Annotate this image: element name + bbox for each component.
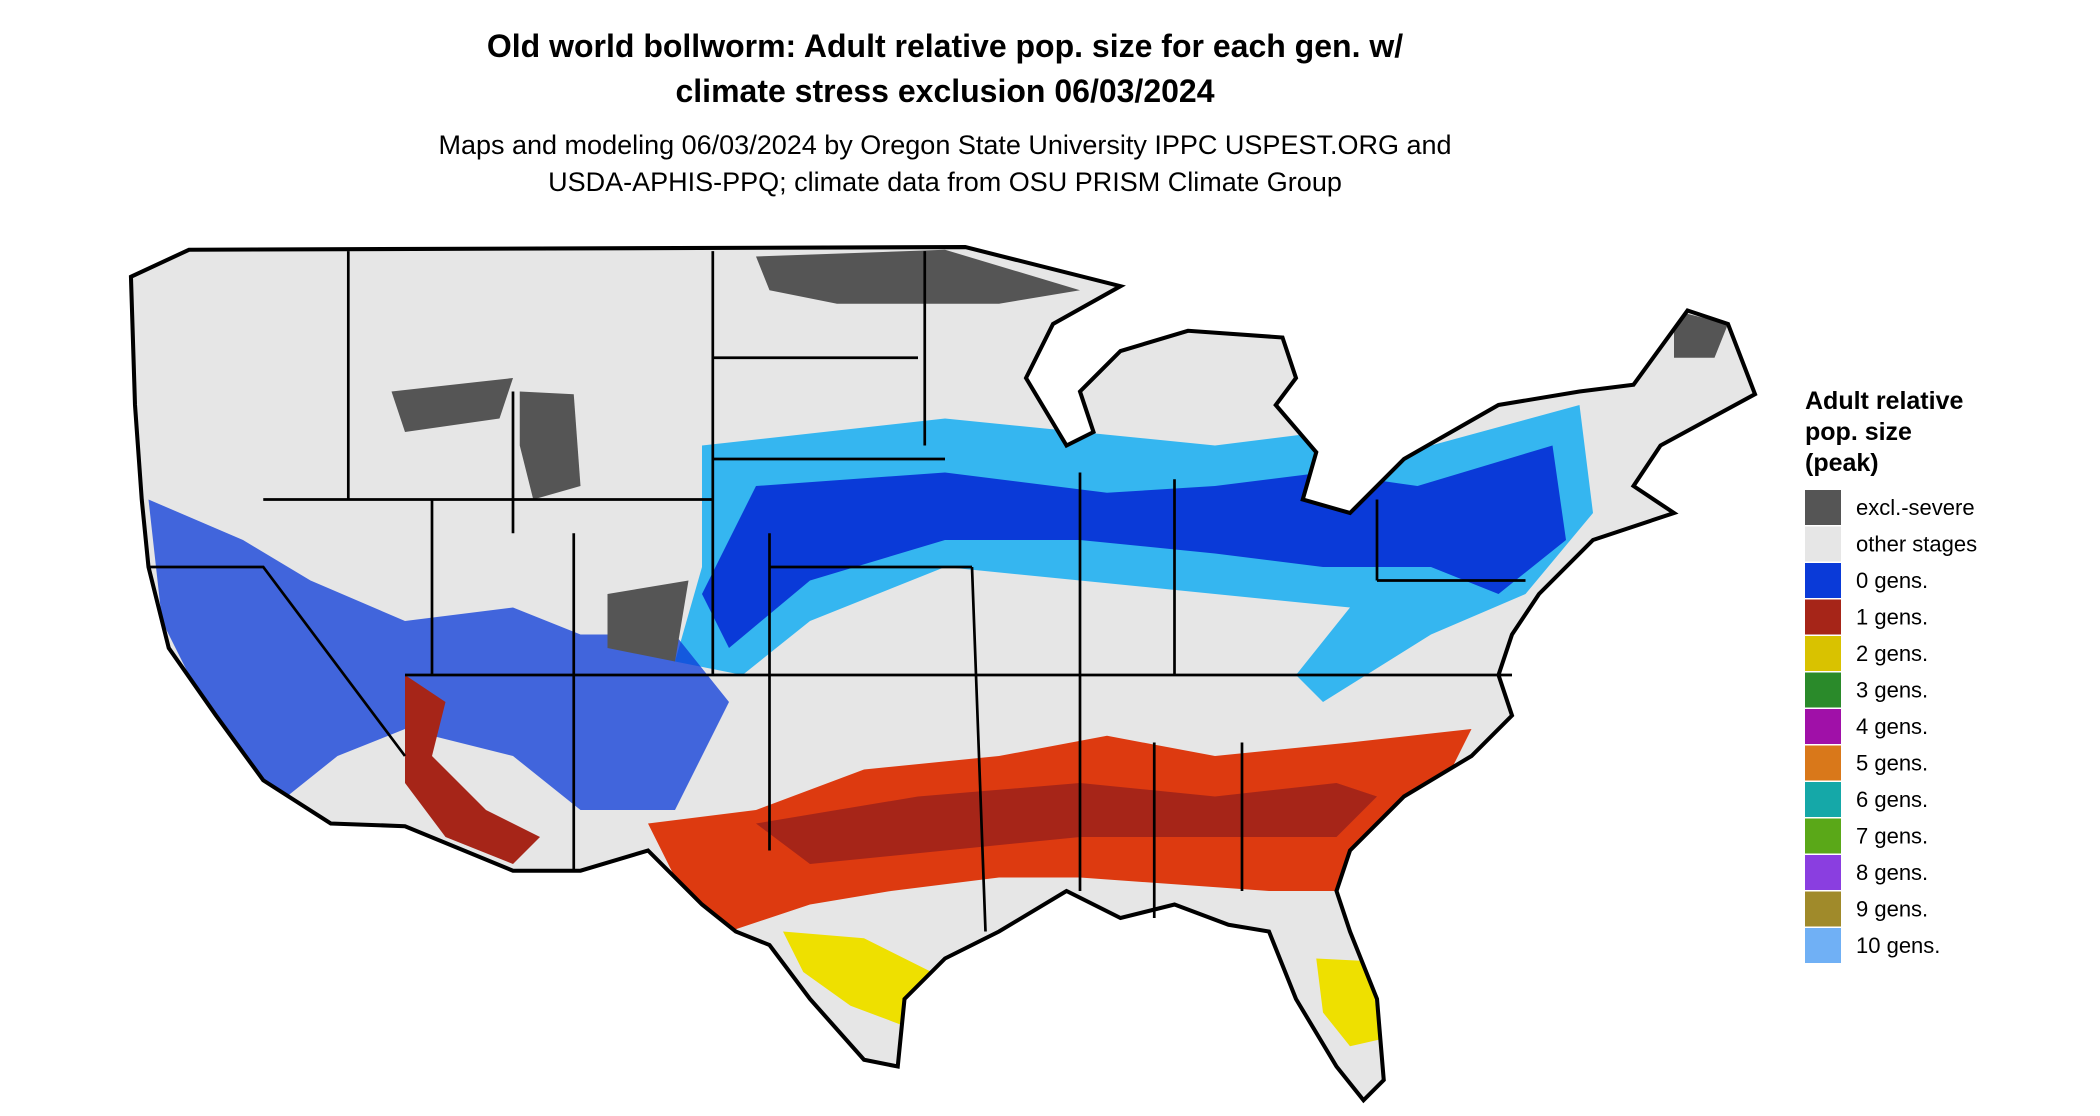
legend-label: other stages — [1856, 532, 1977, 557]
legend-swatch — [1805, 818, 1841, 854]
legend-label: excl.-severe — [1856, 495, 1975, 520]
title: climate stress exclusion 06/03/2024 — [675, 73, 1214, 109]
legend-title: Adult relative — [1805, 387, 1963, 415]
legend: Adult relative pop. size (peak) excl.-sever… — [1805, 387, 1977, 963]
us-map — [131, 247, 1755, 1100]
zone-gray-n — [756, 249, 1080, 304]
legend-swatch — [1805, 855, 1841, 890]
zone-yellow-tx — [783, 931, 932, 1026]
title: Old world bollworm: Adult relative pop. … — [487, 28, 1403, 64]
legend-label: 4 gens. — [1856, 714, 1928, 739]
legend-swatch — [1805, 599, 1841, 635]
legend-label: 6 gens. — [1856, 787, 1928, 812]
zone-dark-red — [756, 783, 1377, 864]
legend-swatch — [1805, 526, 1841, 562]
legend-label: 9 gens. — [1856, 897, 1928, 922]
legend-label: 0 gens. — [1856, 568, 1928, 593]
legend-swatch — [1805, 490, 1841, 525]
zone-gray-co — [607, 580, 689, 662]
legend-label: 3 gens. — [1856, 678, 1928, 703]
zone-gray-me — [1674, 310, 1728, 358]
zones — [148, 249, 1728, 1047]
legend-swatch — [1805, 891, 1841, 927]
subtitle: USDA-APHIS-PPQ; climate data from OSU PR… — [548, 167, 1342, 197]
zone-gray-id — [391, 378, 513, 432]
zone-gray-wy — [519, 391, 581, 500]
legend-swatch — [1805, 745, 1841, 781]
state-lines — [148, 251, 1526, 932]
legend-swatch — [1805, 636, 1841, 671]
legend-title: pop. size — [1805, 418, 1912, 446]
text-layer: Old world bollworm: Adult relative pop. … — [438, 28, 1451, 197]
legend-label: 10 gens. — [1856, 933, 1940, 958]
legend-swatch — [1805, 782, 1841, 817]
legend-label: 2 gens. — [1856, 641, 1928, 666]
legend-label: 7 gens. — [1856, 824, 1928, 849]
legend-swatch — [1805, 672, 1841, 708]
legend-label: 5 gens. — [1856, 751, 1928, 776]
zone-yellow-fl — [1316, 958, 1380, 1047]
legend-label: 1 gens. — [1856, 605, 1928, 630]
zone-red-sw — [405, 675, 540, 864]
subtitle: Maps and modeling 06/03/2024 by Oregon S… — [438, 130, 1451, 160]
legend-swatch — [1805, 928, 1841, 963]
legend-swatch — [1805, 563, 1841, 598]
legend-label: 8 gens. — [1856, 860, 1928, 885]
legend-swatch — [1805, 709, 1841, 744]
legend-title: (peak) — [1805, 449, 1879, 477]
zone-blue-west — [148, 499, 729, 810]
